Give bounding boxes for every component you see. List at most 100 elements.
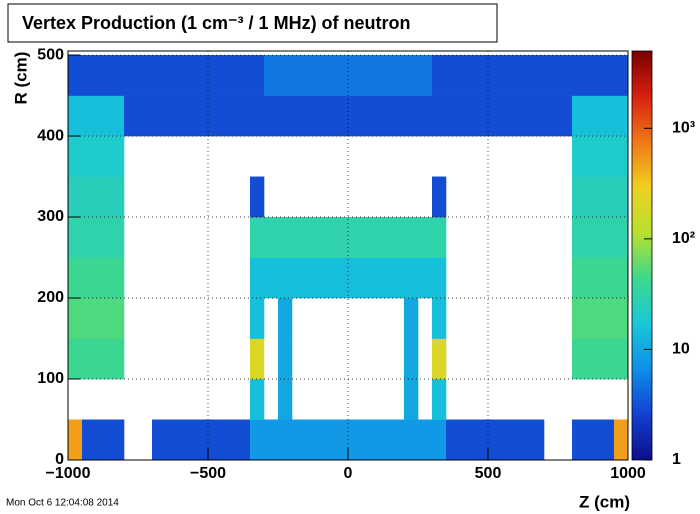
heatmap-cell — [572, 95, 587, 137]
heatmap-cell — [180, 419, 195, 461]
heatmap-cell — [110, 217, 125, 258]
heatmap-cell — [474, 55, 489, 96]
heatmap-cell — [82, 257, 97, 299]
heatmap-cell — [194, 419, 209, 461]
heatmap-cell — [152, 55, 167, 96]
heatmap-cell — [292, 217, 307, 258]
heatmap-cell — [152, 419, 167, 461]
title-box — [7, 3, 498, 43]
heatmap-cell — [124, 55, 139, 96]
heatmap-cell — [68, 298, 83, 339]
heatmap-cell — [418, 55, 433, 96]
heatmap-cell — [376, 419, 391, 461]
heatmap-cell — [390, 55, 405, 96]
heatmap-cell — [96, 257, 111, 299]
heatmap-cell — [460, 95, 475, 137]
heatmap-cell — [180, 95, 195, 137]
heatmap-cell — [488, 95, 503, 137]
heatmap-cell — [502, 419, 517, 461]
heatmap-cell — [614, 136, 629, 177]
heatmap-cell — [124, 95, 139, 137]
chart-title: Vertex Production (1 cm⁻³ / 1 MHz) of ne… — [22, 13, 411, 33]
x-tick-label: −500 — [190, 465, 226, 482]
heatmap-cell — [418, 217, 433, 258]
heatmap-cell — [306, 55, 321, 96]
heatmap-cell — [446, 95, 461, 137]
heatmap-cell — [250, 176, 265, 218]
heatmap-cell — [404, 379, 419, 420]
heatmap-cell — [404, 257, 419, 299]
heatmap-cell — [292, 95, 307, 137]
heatmap-cell — [390, 257, 405, 299]
heatmap-cell — [236, 55, 251, 96]
heatmap-cell — [334, 257, 349, 299]
heatmap-cell — [82, 176, 97, 218]
heatmap-cell — [586, 217, 601, 258]
heatmap-cell — [600, 176, 615, 218]
heatmap-cell — [516, 419, 531, 461]
heatmap-cell — [208, 55, 223, 96]
heatmap-cell — [432, 176, 447, 218]
heatmap-cell — [250, 217, 265, 258]
heatmap-cell — [362, 217, 377, 258]
x-tick-label: 500 — [475, 465, 502, 482]
heatmap-cell — [614, 298, 629, 339]
heatmap-cell — [68, 257, 83, 299]
heatmap-cell — [362, 257, 377, 299]
heatmap-cell — [446, 419, 461, 461]
heatmap-cell — [250, 95, 265, 137]
heatmap-cell — [264, 257, 279, 299]
heatmap-cell — [376, 55, 391, 96]
heatmap-cell — [320, 55, 335, 96]
heatmap-cell — [404, 298, 419, 339]
heatmap-cell — [432, 95, 447, 137]
heatmap-cell — [250, 338, 265, 380]
heatmap-cell — [264, 55, 279, 96]
heatmap-cell — [138, 95, 153, 137]
heatmap-cell — [418, 419, 433, 461]
heatmap-cell — [166, 95, 181, 137]
y-axis-label: R (cm) — [11, 52, 30, 105]
heatmap-cell — [68, 419, 83, 461]
y-tick-label: 300 — [37, 208, 64, 225]
heatmap-cell — [432, 217, 447, 258]
heatmap-cell — [432, 419, 447, 461]
heatmap-cell — [404, 95, 419, 137]
heatmap-cell — [278, 298, 293, 339]
heatmap-cell — [166, 55, 181, 96]
heatmap-cell — [278, 217, 293, 258]
heatmap-cell — [110, 136, 125, 177]
heatmap-cell — [208, 95, 223, 137]
heatmap-cell — [362, 95, 377, 137]
heatmap-cell — [600, 298, 615, 339]
heatmap-cell — [404, 338, 419, 380]
z-tick-label: 1 — [672, 451, 681, 468]
heatmap-cell — [572, 55, 587, 96]
heatmap-cell — [110, 257, 125, 299]
y-tick-label: 100 — [37, 370, 64, 387]
heatmap-cell — [110, 55, 125, 96]
heatmap-cell — [600, 419, 615, 461]
heatmap-cell — [586, 338, 601, 380]
heatmap-cell — [614, 55, 629, 96]
z-tick-label: 10 — [672, 341, 690, 358]
heatmap-cell — [320, 257, 335, 299]
heatmap-cell — [586, 136, 601, 177]
heatmap-cell — [474, 419, 489, 461]
heatmap-cell — [96, 217, 111, 258]
heatmap-cell — [278, 257, 293, 299]
heatmap-cell — [222, 419, 237, 461]
heatmap-cell — [96, 176, 111, 218]
heatmap-cell — [68, 55, 83, 96]
heatmap-cell — [460, 55, 475, 96]
heatmap-cell — [614, 95, 629, 137]
heatmap-cell — [474, 95, 489, 137]
z-tick-label: 10² — [672, 230, 695, 247]
heatmap-cell — [278, 419, 293, 461]
timestamp: Mon Oct 6 12:04:08 2014 — [6, 498, 119, 509]
heatmap-cell — [250, 257, 265, 299]
heatmap-cell — [250, 298, 265, 339]
heatmap-cell — [222, 95, 237, 137]
heatmap-cell — [264, 95, 279, 137]
heatmap-cell — [68, 217, 83, 258]
